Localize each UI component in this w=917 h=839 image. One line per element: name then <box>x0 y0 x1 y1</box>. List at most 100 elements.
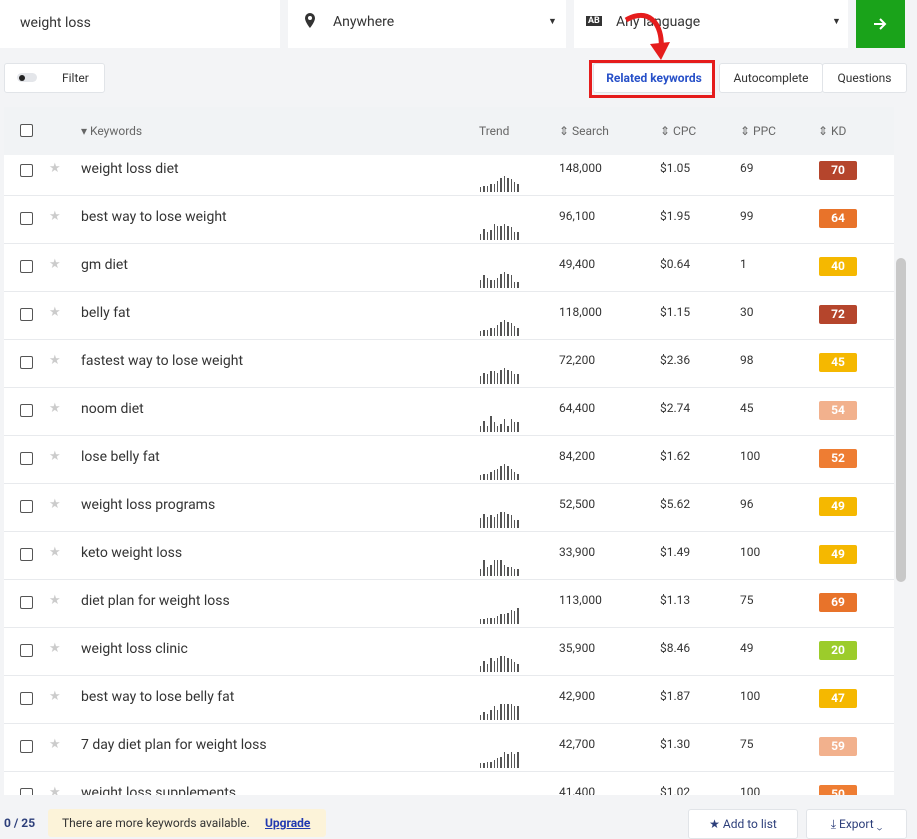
trend-bar <box>500 656 502 672</box>
checkbox[interactable] <box>20 164 33 177</box>
checkbox[interactable] <box>20 500 33 513</box>
checkbox[interactable] <box>20 212 33 225</box>
keyword: weight loss supplements <box>81 785 237 795</box>
search-volume: 33,900 <box>559 545 596 559</box>
trend-bar <box>483 420 485 432</box>
search-volume: 118,000 <box>559 305 602 319</box>
export-button[interactable]: ⤓ Export ⌄ <box>806 809 907 839</box>
trend-bar <box>493 705 495 720</box>
star[interactable]: ★ <box>49 689 61 704</box>
trend-bar <box>483 372 485 384</box>
row: ★ belly fat 118,000 $1.15 30 72 <box>4 291 894 340</box>
search-volume: 72,200 <box>559 353 596 367</box>
checkbox[interactable] <box>20 308 33 321</box>
tab[interactable]: Questions <box>822 63 907 93</box>
go-button[interactable] <box>856 0 905 48</box>
trend-bar <box>497 324 499 336</box>
trend-bar <box>507 753 509 768</box>
header[interactable]: ⇕ PPC <box>740 124 776 138</box>
star[interactable]: ★ <box>49 785 61 795</box>
trend-bar <box>517 232 519 240</box>
trend-bar <box>483 660 485 672</box>
checkbox[interactable] <box>20 740 33 753</box>
scrollbar[interactable] <box>896 258 906 582</box>
row: ★ best way to lose belly fat 42,900 $1.87 10… <box>4 675 894 724</box>
language-field[interactable]: AB Any language ▼ <box>574 0 848 48</box>
checkbox[interactable] <box>20 452 33 465</box>
upgrade-link[interactable]: Upgrade <box>265 816 311 830</box>
trend-bar <box>490 184 492 192</box>
cpc: $1.95 <box>660 209 691 223</box>
trend-bar <box>483 275 485 288</box>
trend-bar <box>514 705 516 720</box>
trend-bar <box>517 374 519 384</box>
header[interactable]: ⇕ KD <box>818 124 847 138</box>
trend-bar <box>497 758 499 768</box>
star[interactable]: ★ <box>49 305 61 320</box>
row: ★ 7 day diet plan for weight loss 42,700 $1… <box>4 723 894 772</box>
header[interactable]: ▾ Keywords <box>81 124 143 138</box>
search-volume: 49,400 <box>559 257 596 271</box>
add-to-list-button[interactable]: ★ Add to list <box>688 809 798 839</box>
trend-bar <box>517 705 519 720</box>
trend-bar <box>490 472 492 480</box>
trend-bar <box>503 565 506 576</box>
star[interactable]: ★ <box>49 353 61 368</box>
star[interactable]: ★ <box>49 593 61 608</box>
search-volume: 64,400 <box>559 401 596 415</box>
trend-bar <box>514 520 516 528</box>
star[interactable]: ★ <box>49 401 61 416</box>
trend-bar <box>500 225 502 240</box>
trend-bar <box>490 565 492 576</box>
star[interactable]: ★ <box>49 545 61 560</box>
checkbox[interactable] <box>20 356 33 369</box>
cpc: $5.62 <box>660 497 691 511</box>
checkbox[interactable] <box>20 548 33 561</box>
trend-bar <box>514 568 516 576</box>
kd-badge: 49 <box>819 497 857 516</box>
checkbox[interactable] <box>20 260 33 273</box>
trend-bar <box>486 516 489 528</box>
trend-bar <box>490 617 492 624</box>
star[interactable]: ★ <box>49 209 61 224</box>
checkbox[interactable] <box>20 692 33 705</box>
row: ★ diet plan for weight loss 113,000 $1.13 75… <box>4 579 894 628</box>
trend-bar <box>514 232 516 240</box>
star[interactable]: ★ <box>49 737 61 752</box>
ppc: 49 <box>740 641 754 655</box>
trend-bar <box>507 567 509 576</box>
trend-bar <box>490 328 492 336</box>
kd-badge: 69 <box>819 593 857 612</box>
checkbox[interactable] <box>20 596 33 609</box>
trend-bar <box>517 608 519 624</box>
trend-bar <box>503 704 506 720</box>
trend-bar <box>483 712 485 720</box>
trend-bar <box>500 560 502 576</box>
trend-bar <box>500 321 502 336</box>
header-label: Keywords <box>90 124 143 138</box>
filter-button[interactable]: Filter <box>4 63 105 93</box>
trend-bar <box>486 567 489 576</box>
cpc: $1.62 <box>660 449 691 463</box>
checkbox[interactable] <box>20 404 33 417</box>
header[interactable]: ⇕ CPC <box>660 124 697 138</box>
location-field[interactable]: Anywhere ▼ <box>288 0 566 48</box>
trend-bar <box>480 187 482 192</box>
star[interactable]: ★ <box>49 449 61 464</box>
checkbox[interactable] <box>20 644 33 657</box>
checkbox[interactable] <box>20 788 33 795</box>
trend-bar <box>514 753 516 768</box>
trend-bar <box>514 374 516 384</box>
tab[interactable]: Autocomplete <box>719 63 823 93</box>
search-field[interactable]: weight loss <box>0 0 280 48</box>
row: ★ weight loss clinic 35,900 $8.46 49 20 <box>4 627 894 676</box>
star[interactable]: ★ <box>49 161 61 176</box>
search-volume: 42,900 <box>559 689 596 703</box>
header[interactable]: ⇕ Search <box>559 124 609 138</box>
star[interactable]: ★ <box>49 257 61 272</box>
select-all[interactable] <box>20 124 33 137</box>
star[interactable]: ★ <box>49 497 61 512</box>
trend-bar <box>497 225 499 240</box>
trend-bar <box>500 614 502 624</box>
star[interactable]: ★ <box>49 641 61 656</box>
